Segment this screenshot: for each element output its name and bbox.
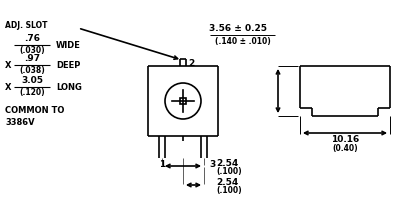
Text: 2: 2 — [188, 58, 194, 68]
Text: .97: .97 — [24, 54, 40, 63]
Text: (.030): (.030) — [19, 46, 45, 55]
Text: 2.54: 2.54 — [216, 158, 238, 167]
Text: 1: 1 — [159, 160, 165, 169]
Text: (.100): (.100) — [216, 186, 242, 194]
Text: 10.16: 10.16 — [331, 135, 359, 144]
Text: WIDE: WIDE — [56, 41, 81, 49]
Text: X: X — [5, 61, 11, 70]
Text: LONG: LONG — [56, 82, 82, 92]
Text: (.038): (.038) — [19, 66, 45, 75]
Text: DEEP: DEEP — [56, 61, 80, 70]
Bar — [180, 98, 186, 104]
Text: .76: .76 — [24, 34, 40, 43]
Text: COMMON TO
3386V: COMMON TO 3386V — [5, 106, 64, 127]
Text: 3: 3 — [209, 160, 215, 169]
Text: (.140 ± .010): (.140 ± .010) — [215, 37, 271, 46]
Text: 3.05: 3.05 — [21, 76, 43, 85]
Text: (0.40): (0.40) — [332, 144, 358, 153]
Text: 3.56 ± 0.25: 3.56 ± 0.25 — [209, 24, 267, 33]
Text: (.120): (.120) — [19, 88, 45, 97]
Text: (.100): (.100) — [216, 167, 242, 175]
Text: 2.54: 2.54 — [216, 177, 238, 187]
Text: X: X — [5, 83, 11, 92]
Text: ADJ. SLOT: ADJ. SLOT — [5, 22, 48, 31]
